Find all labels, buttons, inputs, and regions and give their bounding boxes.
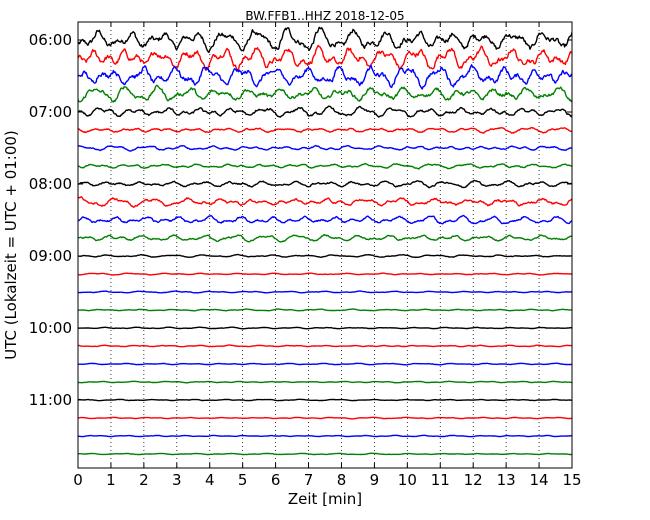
x-tick-label: 8 bbox=[337, 471, 347, 489]
trace-0845 bbox=[78, 233, 572, 243]
trace-0630 bbox=[78, 64, 572, 90]
x-tick-label: 13 bbox=[497, 471, 516, 489]
y-tick-label: 07:00 bbox=[29, 103, 72, 121]
trace-1030 bbox=[78, 362, 572, 366]
x-tick-label: 10 bbox=[398, 471, 417, 489]
y-tick-label: 06:00 bbox=[29, 31, 72, 49]
y-tick-label: 08:00 bbox=[29, 175, 72, 193]
trace-0800 bbox=[78, 179, 572, 189]
trace-1130 bbox=[78, 434, 572, 438]
x-tick-label: 14 bbox=[530, 471, 549, 489]
x-tick-label: 0 bbox=[73, 471, 83, 489]
trace-0945 bbox=[78, 308, 572, 312]
x-tick-label: 5 bbox=[238, 471, 248, 489]
y-tick-label: 10:00 bbox=[29, 319, 72, 337]
trace-1015 bbox=[78, 344, 572, 348]
trace-0830 bbox=[78, 214, 572, 225]
x-tick-label: 15 bbox=[562, 471, 581, 489]
trace-0930 bbox=[78, 290, 572, 294]
trace-0645 bbox=[78, 84, 572, 103]
x-tick-label: 7 bbox=[304, 471, 314, 489]
x-tick-label: 6 bbox=[271, 471, 281, 489]
trace-1145 bbox=[78, 452, 572, 456]
grid-lines bbox=[110, 22, 540, 468]
seismic-traces bbox=[78, 26, 572, 456]
trace-0900 bbox=[78, 253, 572, 259]
x-axis-label: Zeit [min] bbox=[288, 490, 362, 508]
x-tick-label: 11 bbox=[431, 471, 450, 489]
y-axis-label: UTC (Lokalzeit = UTC + 01:00) bbox=[2, 130, 20, 360]
plot-frame bbox=[77, 21, 573, 469]
trace-1045 bbox=[78, 380, 572, 384]
trace-0600 bbox=[78, 26, 572, 54]
trace-1100 bbox=[78, 398, 572, 402]
trace-0915 bbox=[78, 272, 572, 276]
trace-0615 bbox=[78, 44, 572, 71]
trace-1115 bbox=[78, 416, 572, 420]
trace-1000 bbox=[78, 326, 572, 330]
axis-ticks: 0 1 2 3 4 5 6 7 8 9 10 11 12 13 14 1506:0007:0008:0009:… bbox=[29, 22, 582, 489]
chart-title: BW.FFB1..HHZ 2018-12-05 bbox=[245, 9, 404, 23]
trace-0700 bbox=[78, 105, 572, 118]
y-tick-label: 09:00 bbox=[29, 247, 72, 265]
x-tick-label: 2 bbox=[139, 471, 149, 489]
x-tick-label: 12 bbox=[464, 471, 483, 489]
trace-0815 bbox=[78, 196, 572, 208]
y-tick-label: 11:00 bbox=[29, 391, 72, 409]
trace-0745 bbox=[78, 162, 572, 170]
trace-0715 bbox=[78, 126, 572, 134]
x-tick-label: 4 bbox=[205, 471, 215, 489]
x-tick-label: 9 bbox=[370, 471, 380, 489]
x-tick-label: 1 bbox=[106, 471, 116, 489]
x-tick-label: 3 bbox=[172, 471, 182, 489]
trace-0730 bbox=[78, 144, 572, 152]
